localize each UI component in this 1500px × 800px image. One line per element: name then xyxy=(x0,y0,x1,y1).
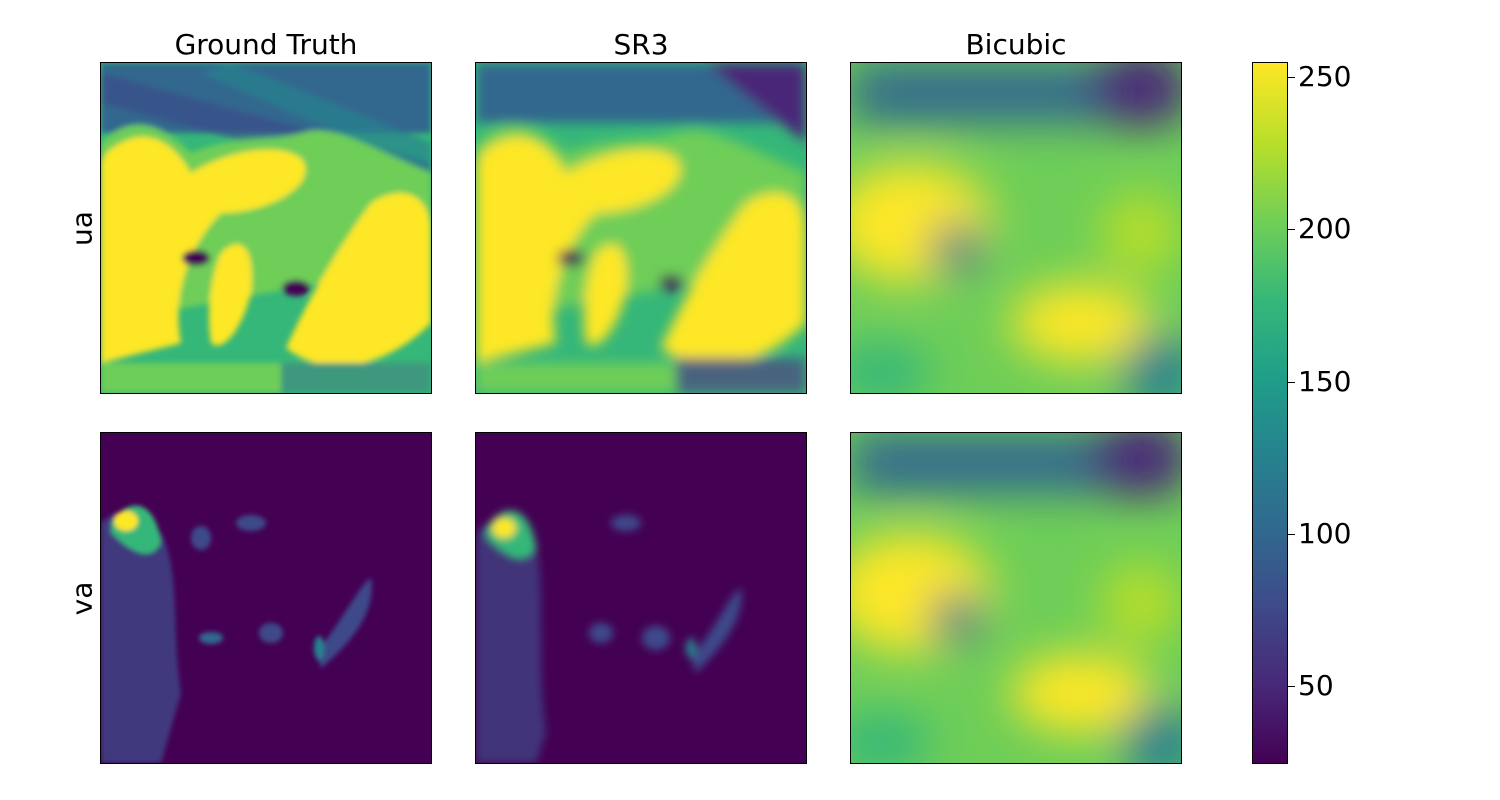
heatmap-va-sr3 xyxy=(476,433,806,763)
colorbar-tick-label-50: 50 xyxy=(1298,668,1334,702)
colorbar-tick-label-200: 200 xyxy=(1298,212,1352,246)
heatmap-ua-sr3 xyxy=(476,63,806,393)
panel-va-ground-truth xyxy=(100,432,432,764)
row-label-va: va xyxy=(65,581,99,616)
panel-va-sr3 xyxy=(475,432,807,764)
panel-ua-bicubic xyxy=(850,62,1182,394)
colorbar xyxy=(1252,62,1288,764)
colorbar-tick-200 xyxy=(1287,229,1295,231)
colorbar-tick-label-100: 100 xyxy=(1298,516,1352,550)
colorbar-tick-50 xyxy=(1287,685,1295,687)
colorbar-tick-label-250: 250 xyxy=(1298,60,1352,94)
colorbar-tick-250 xyxy=(1287,77,1295,79)
panel-ua-ground-truth xyxy=(100,62,432,394)
colorbar-tick-label-150: 150 xyxy=(1298,364,1352,398)
column-title-sr3: SR3 xyxy=(613,28,669,61)
panel-ua-sr3 xyxy=(475,62,807,394)
row-label-ua: ua xyxy=(65,211,99,246)
heatmap-ua-bicubic xyxy=(851,63,1181,393)
column-title-ground-truth: Ground Truth xyxy=(174,28,358,61)
heatmap-va-bicubic xyxy=(851,433,1181,763)
heatmap-va-ground-truth xyxy=(101,433,431,763)
heatmap-ua-ground-truth xyxy=(101,63,431,393)
column-title-bicubic: Bicubic xyxy=(965,28,1067,61)
colorbar-tick-100 xyxy=(1287,533,1295,535)
panel-va-bicubic xyxy=(850,432,1182,764)
colorbar-tick-150 xyxy=(1287,381,1295,383)
